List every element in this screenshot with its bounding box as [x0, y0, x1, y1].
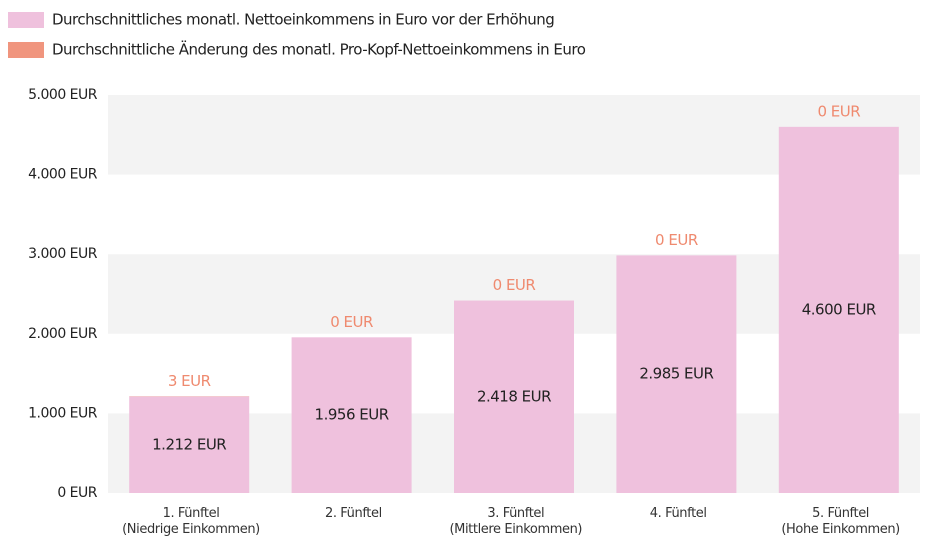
- y-tick-label: 3.000 EUR: [28, 246, 98, 262]
- value-label: 4.600 EUR: [802, 300, 876, 318]
- bar-segment: [454, 300, 574, 493]
- y-tick-label: 2.000 EUR: [28, 326, 98, 342]
- value-label: 0 EUR: [817, 102, 860, 120]
- x-tick-label: 3. Fünftel (Mittlere Einkommen): [449, 506, 583, 537]
- legend-swatch: [8, 12, 44, 28]
- legend-label: Durchschnittliches monatl. Nettoeinkomme…: [52, 11, 554, 29]
- x-tick-label: 4. Fünftel: [649, 506, 707, 521]
- y-tick-label: 5.000 EUR: [28, 87, 98, 103]
- value-label: 2.985 EUR: [639, 365, 713, 383]
- x-tick-label: 1. Fünftel (Niedrige Einkommen): [122, 506, 260, 537]
- x-tick-label: 5. Fünftel (Hohe Einkommen): [781, 506, 900, 537]
- bar-segment: [129, 396, 250, 493]
- legend-swatch: [8, 42, 44, 58]
- y-tick-label: 1.000 EUR: [28, 405, 98, 421]
- y-tick-label: 0 EUR: [57, 485, 97, 501]
- value-label: 0 EUR: [330, 313, 373, 331]
- x-tick-label: 2. Fünftel: [324, 506, 382, 521]
- value-label: 1.212 EUR: [152, 435, 226, 453]
- value-label: 0 EUR: [655, 231, 698, 249]
- value-label: 0 EUR: [493, 276, 536, 294]
- y-tick-label: 4.000 EUR: [28, 167, 98, 183]
- value-label: 3 EUR: [168, 372, 211, 390]
- legend-label: Durchschnittliche Änderung des monatl. P…: [52, 40, 586, 59]
- bar-segment: [616, 255, 737, 493]
- bar-segment: [291, 337, 412, 493]
- value-label: 2.418 EUR: [477, 387, 551, 405]
- bar-segment: [778, 126, 899, 493]
- value-label: 1.956 EUR: [315, 406, 389, 424]
